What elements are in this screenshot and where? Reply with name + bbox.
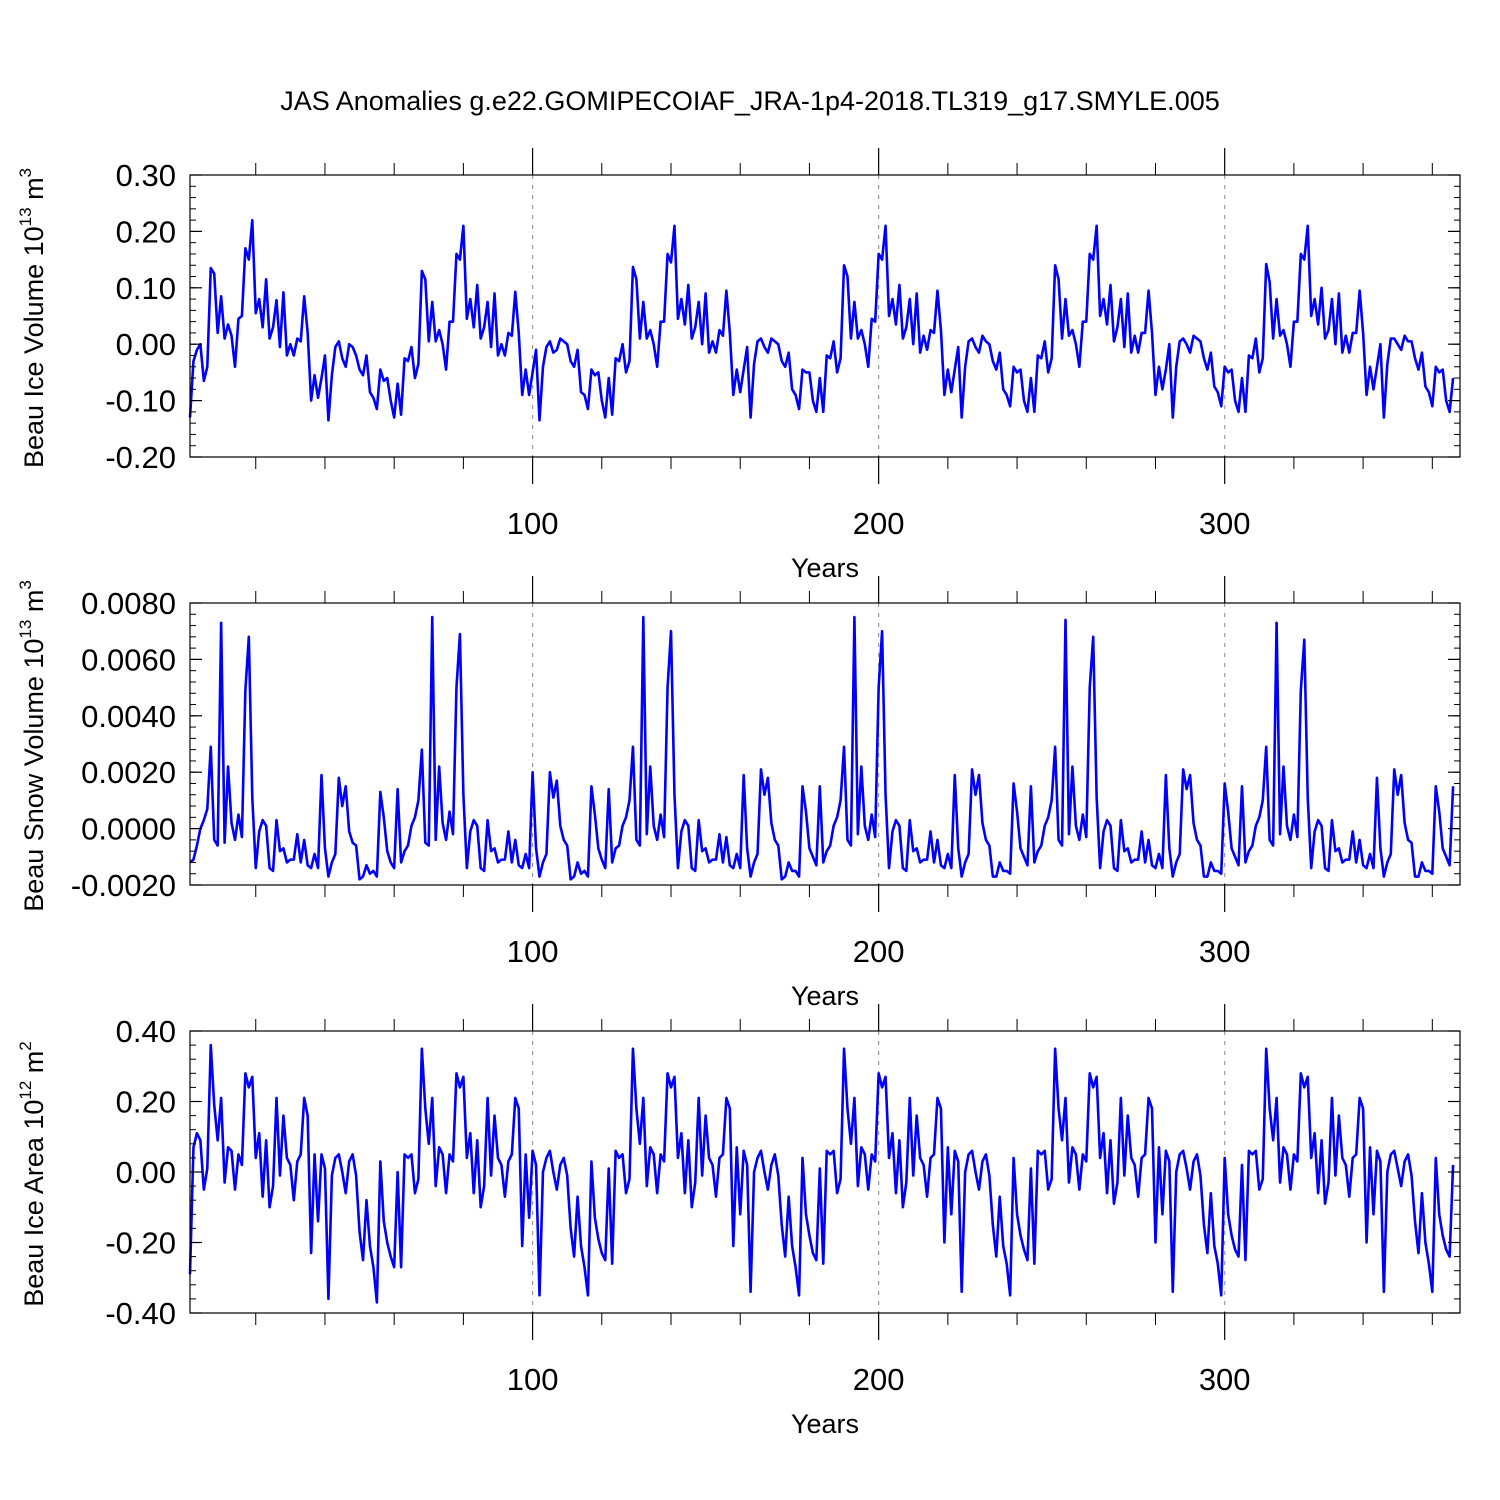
y-label-unit: m	[19, 590, 49, 620]
y-label-main: Beau Ice Volume 10	[19, 226, 49, 468]
y-label-main: Beau Snow Volume 10	[19, 639, 49, 912]
y-tick-label: 0.10	[116, 271, 176, 306]
y-tick-label: 0.0080	[81, 586, 176, 621]
y-label-exponent: 12	[16, 1081, 35, 1100]
y-label-unit-exponent: 3	[16, 580, 35, 589]
series-line	[189, 615, 1455, 881]
x-tick-label: 200	[853, 934, 905, 969]
y-axis-label: Beau Ice Area 1012 m2	[16, 1041, 49, 1307]
y-tick-label: -0.20	[105, 440, 176, 475]
y-axis-label: Beau Snow Volume 1013 m3	[16, 580, 49, 912]
y-label-main: Beau Ice Area 10	[19, 1100, 49, 1307]
plot-frame	[189, 602, 1461, 886]
y-tick-label: 0.30	[116, 158, 176, 193]
x-tick-label: 100	[507, 1362, 559, 1397]
y-tick-label: 0.00	[116, 327, 176, 362]
panel-3: -0.40 -0.20 0.00 0.20 0.40 100 200 300 Years Beau…	[16, 1004, 1461, 1439]
panels: -0.20 -0.10 0.00 0.10 0.20 0.30 100 200 300 Years…	[16, 148, 1461, 1439]
y-tick-label: 0.0000	[81, 812, 176, 847]
y-axis-label: Beau Ice Volume 1013 m3	[16, 168, 49, 468]
x-tick-label: 200	[853, 1362, 905, 1397]
x-tick-label: 300	[1199, 934, 1251, 969]
y-tick-label: -0.0020	[71, 868, 176, 903]
series-line	[188, 1043, 1455, 1304]
plot-frame	[189, 174, 1461, 458]
panel-1: -0.20 -0.10 0.00 0.10 0.20 0.30 100 200 300 Years…	[16, 148, 1461, 583]
y-tick-label: -0.20	[105, 1226, 176, 1261]
y-label-exponent: 13	[16, 620, 35, 639]
y-tick-label: 0.40	[116, 1014, 176, 1049]
x-tick-label: 300	[1199, 1362, 1251, 1397]
x-tick-label: 100	[507, 934, 559, 969]
panel-2: -0.0020 0.0000 0.0020 0.0040 0.0060 0.0080 100…	[16, 576, 1461, 1011]
y-tick-label: 0.20	[116, 214, 176, 249]
y-tick-label: 0.20	[116, 1085, 176, 1120]
y-tick-label: -0.40	[105, 1296, 176, 1331]
y-label-unit: m	[19, 177, 49, 207]
y-tick-label: -0.10	[105, 384, 176, 419]
y-label-exponent: 13	[16, 207, 35, 226]
series-line	[188, 218, 1455, 422]
x-axis-label: Years	[791, 553, 859, 583]
x-tick-label: 100	[507, 506, 559, 541]
x-tick-label: 200	[853, 506, 905, 541]
x-tick-label: 300	[1199, 506, 1251, 541]
x-axis-label: Years	[791, 1409, 859, 1439]
y-tick-label: 0.00	[116, 1155, 176, 1190]
figure-title: JAS Anomalies g.e22.GOMIPECOIAF_JRA-1p4-…	[280, 86, 1220, 116]
y-tick-label: 0.0060	[81, 642, 176, 677]
y-label-unit-exponent: 2	[16, 1041, 35, 1050]
y-label-unit: m	[19, 1051, 49, 1081]
y-tick-label: 0.0040	[81, 699, 176, 734]
x-axis-label: Years	[791, 981, 859, 1011]
y-tick-label: 0.0020	[81, 755, 176, 790]
y-label-unit-exponent: 3	[16, 168, 35, 177]
